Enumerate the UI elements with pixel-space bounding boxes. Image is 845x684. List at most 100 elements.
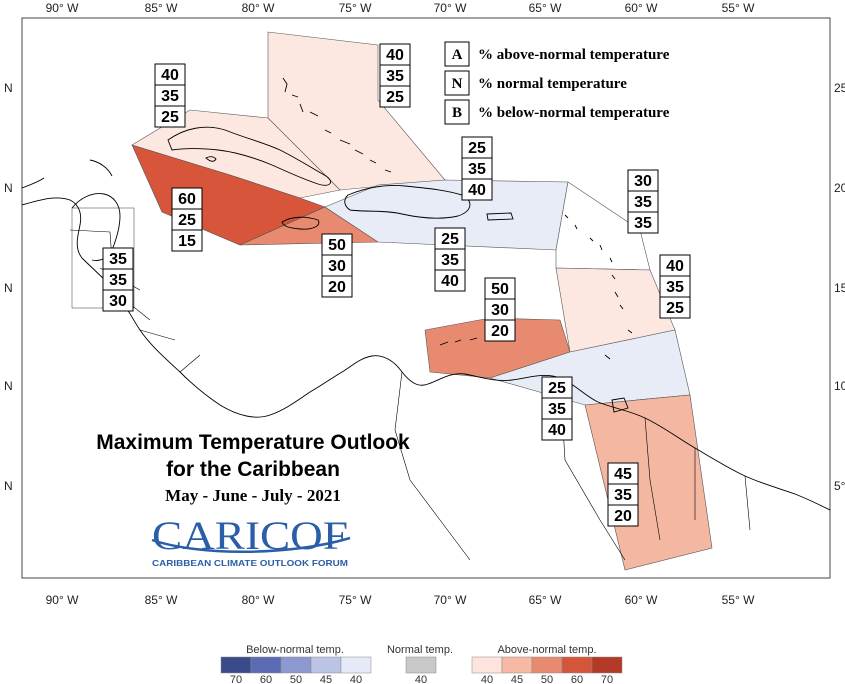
above-bar-tick: 60	[571, 674, 583, 684]
probability-value: 35	[109, 272, 127, 289]
lat-label-right: 20°	[834, 181, 845, 195]
lat-label-left: N	[4, 379, 13, 393]
above-bar-title: Above-normal temp.	[497, 644, 596, 656]
title-line-1: Maximum Temperature Outlook	[96, 431, 410, 454]
probability-value: 30	[328, 258, 346, 275]
legend-letter: N	[452, 76, 463, 92]
lon-label-top: 85° W	[145, 1, 178, 15]
legend: A % above-normal temperature N % normal tem…	[444, 41, 670, 125]
probability-box: 40 35 25	[154, 63, 186, 128]
probability-value: 50	[491, 281, 509, 298]
lon-label-bottom: 65° W	[529, 593, 562, 607]
legend-text: % normal temperature	[478, 76, 627, 92]
below-bar-tick: 50	[290, 674, 302, 684]
lon-label-top: 65° W	[529, 1, 562, 15]
normal-bar-swatch	[405, 656, 437, 674]
probability-value: 25	[386, 89, 404, 106]
probability-value: 25	[468, 140, 486, 157]
legend-text: % below-normal temperature	[478, 105, 670, 121]
lon-label-bottom: 60° W	[625, 593, 658, 607]
probability-box: 25 35 40	[461, 136, 493, 201]
above-bar-swatch	[591, 656, 623, 674]
probability-value: 20	[614, 508, 632, 525]
above-bar-swatch	[501, 656, 533, 674]
lat-label-left: N	[4, 181, 13, 195]
probability-box: 50 30 20	[321, 233, 353, 298]
probability-value: 40	[548, 422, 566, 439]
lat-label-left: N	[4, 281, 13, 295]
below-bar-tick: 70	[230, 674, 242, 684]
probability-value: 25	[441, 231, 459, 248]
below-bar-tick: 40	[350, 674, 362, 684]
probability-value: 40	[161, 67, 179, 84]
lon-label-bottom: 80° W	[242, 593, 275, 607]
below-bar-swatch	[250, 656, 282, 674]
probability-box: 35 35 30	[102, 247, 134, 312]
below-bar-swatch	[220, 656, 252, 674]
title-period: May - June - July - 2021	[165, 486, 341, 505]
lon-label-bottom: 90° W	[46, 593, 79, 607]
above-bar-swatch	[561, 656, 593, 674]
probability-value: 35	[109, 251, 127, 268]
below-bar-swatch	[280, 656, 312, 674]
probability-value: 40	[441, 273, 459, 290]
probability-box: 40 35 25	[379, 43, 411, 108]
logo-tagline: CARIBBEAN CLIMATE OUTLOOK FORUM	[152, 558, 348, 568]
probability-value: 40	[468, 182, 486, 199]
lon-label-bottom: 75° W	[339, 593, 372, 607]
legend-letter: A	[452, 47, 463, 63]
above-bar-swatch	[471, 656, 503, 674]
probability-value: 30	[491, 302, 509, 319]
latitude-labels-left: N N N N N	[4, 81, 13, 493]
probability-value: 35	[548, 401, 566, 418]
above-bar-tick: 40	[481, 674, 493, 684]
logo-name: CARICOF	[152, 513, 348, 558]
above-bar-tick: 45	[511, 674, 523, 684]
probability-box: 25 35 40	[541, 376, 573, 441]
lon-label-top: 75° W	[339, 1, 372, 15]
lon-label-bottom: 55° W	[722, 593, 755, 607]
probability-box: 45 35 20	[607, 462, 639, 527]
below-bar-swatch	[310, 656, 342, 674]
lat-label-left: N	[4, 479, 13, 493]
lon-label-bottom: 85° W	[145, 593, 178, 607]
below-bar-tick: 60	[260, 674, 272, 684]
map-frame	[21, 17, 831, 579]
probability-box: 25 35 40	[434, 227, 466, 292]
probability-value: 35	[441, 252, 459, 269]
lon-label-bottom: 70° W	[434, 593, 467, 607]
above-bar-tick: 70	[601, 674, 613, 684]
above-bar-swatch	[531, 656, 563, 674]
probability-value: 60	[178, 191, 196, 208]
probability-value: 35	[634, 194, 652, 211]
probability-value: 25	[548, 380, 566, 397]
above-bar-tick: 50	[541, 674, 553, 684]
probability-value: 20	[491, 323, 509, 340]
probability-value: 35	[386, 68, 404, 85]
below-bar-swatch	[340, 656, 372, 674]
lat-label-left: N	[4, 81, 13, 95]
probability-value: 25	[178, 212, 196, 229]
longitude-labels-bottom: 90° W 85° W 80° W 75° W 70° W 65° W 60° W 55° W	[46, 593, 755, 607]
probability-value: 35	[468, 161, 486, 178]
probability-value: 20	[328, 279, 346, 296]
probability-value: 35	[666, 279, 684, 296]
probability-box: 40 35 25	[659, 254, 691, 319]
legend-text: % above-normal temperature	[478, 47, 670, 63]
below-bar-title: Below-normal temp.	[246, 644, 344, 656]
lon-label-top: 70° W	[434, 1, 467, 15]
legend-letter: B	[452, 105, 462, 121]
probability-box: 50 30 20	[484, 277, 516, 342]
lon-label-top: 90° W	[46, 1, 79, 15]
probability-boxes: 40 35 25 40 35 25 35 35 30 60 25 15 50 30 20 25 35 40 25 35…	[102, 43, 691, 527]
probability-value: 40	[386, 47, 404, 64]
lat-label-right: 10°	[834, 379, 845, 393]
normal-bar-tick: 40	[415, 674, 427, 684]
lat-label-right: 5°	[834, 479, 845, 493]
lon-label-top: 60° W	[625, 1, 658, 15]
probability-value: 30	[634, 173, 652, 190]
title-line-2: for the Caribbean	[166, 458, 340, 481]
normal-bar-title: Normal temp.	[387, 644, 453, 656]
probability-value: 50	[328, 237, 346, 254]
